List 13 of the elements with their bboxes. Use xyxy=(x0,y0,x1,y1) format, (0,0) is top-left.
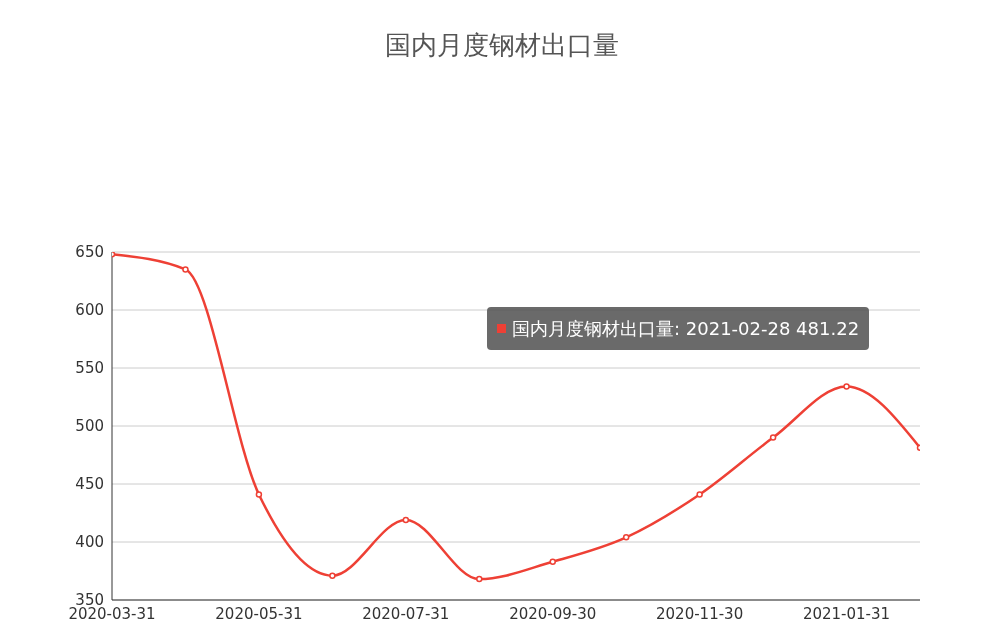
y-tick-label: 400 xyxy=(75,533,104,552)
chart-title: 国内月度钢材出口量 xyxy=(384,29,620,62)
annotation: 国内月度钢材出口量: 2021-02-28 481.22 xyxy=(512,316,860,341)
y-tick-label: 600 xyxy=(75,301,104,320)
x-tick-label: 2020-09-30 xyxy=(509,604,597,623)
y-tick-label: 550 xyxy=(75,359,104,378)
y-tick-label: 650 xyxy=(75,243,104,262)
x-tick-label: 2020-11-30 xyxy=(656,604,744,623)
x-tick-label: 2020-07-31 xyxy=(362,604,450,623)
x-tick-label: 2020-05-31 xyxy=(215,604,303,623)
x-tick-label: 2021-01-31 xyxy=(802,604,891,623)
y-tick-label: 450 xyxy=(75,475,104,494)
y-tick-label: 500 xyxy=(75,417,104,436)
